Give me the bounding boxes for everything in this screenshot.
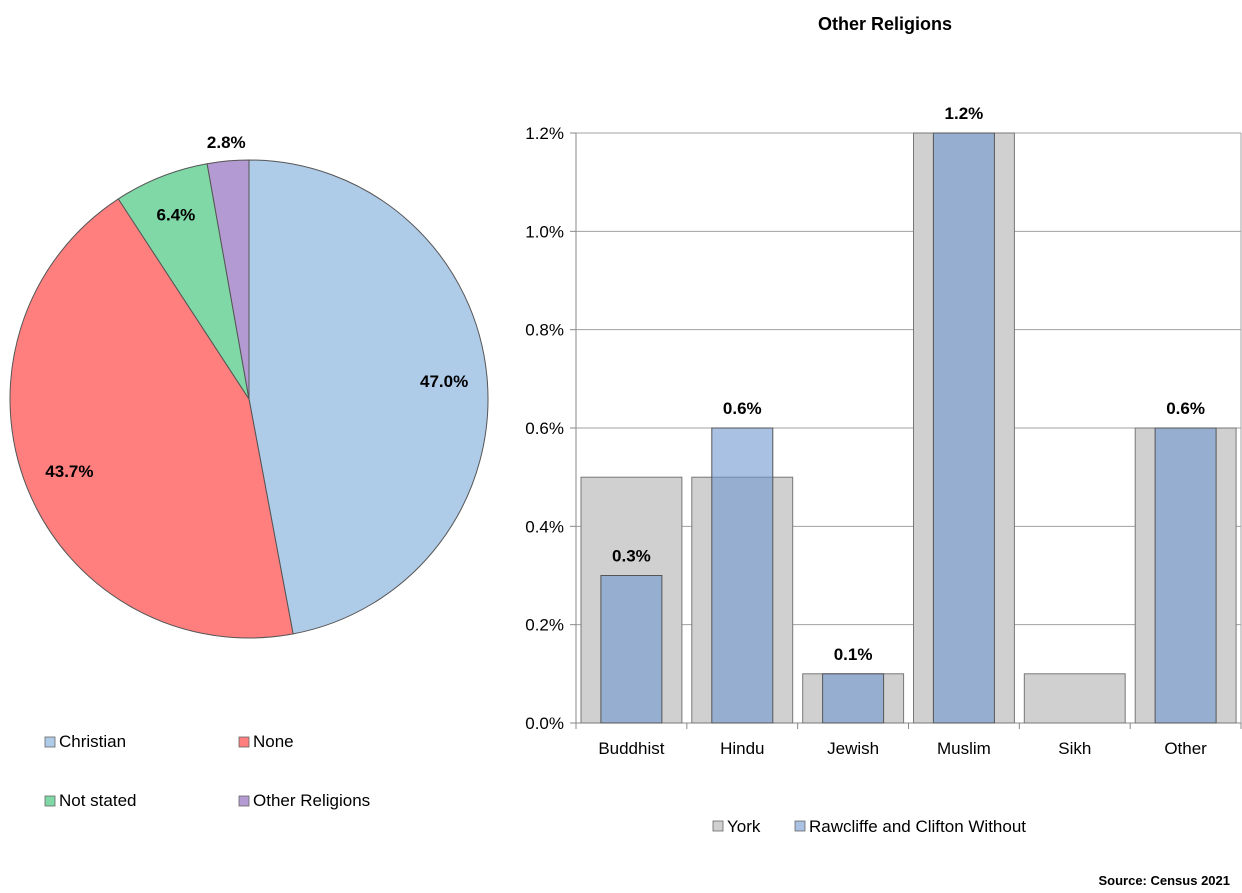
x-tick-label-other: Other (1164, 739, 1207, 758)
legend-swatch-york (712, 820, 724, 832)
legend-label-york: York (727, 817, 761, 836)
legend-label-rawcliffe-and-clifton-without: Rawcliffe and Clifton Without (809, 817, 1026, 836)
y-tick-label-4: 0.8% (525, 321, 564, 340)
bar-rawcliffe-hindu (711, 427, 774, 724)
pie-label-christian: 47.0% (420, 372, 468, 391)
data-label-buddhist: 0.3% (612, 547, 651, 566)
y-tick-label-6: 1.2% (525, 124, 564, 143)
legend-label-none: None (253, 732, 294, 751)
bar-rawcliffe-jewish (822, 673, 885, 724)
bar-chart: 0.0% 0.2% 0.4% 0.6% 0.8% 1.0% 1.2% 0.3% Buddhist… (525, 104, 1242, 758)
legend-swatch-rawcliffe-and-clifton-without (794, 820, 806, 832)
bar-rawcliffe-muslim (932, 132, 995, 724)
pie-legend: Christian None Not stated Other Religions (44, 732, 370, 810)
legend-label-christian: Christian (59, 732, 126, 751)
bar-rawcliffe-buddhist (600, 575, 663, 724)
data-label-hindu: 0.6% (723, 399, 762, 418)
bar-chart-title: Other Religions (818, 14, 952, 34)
data-label-other: 0.6% (1166, 399, 1205, 418)
pie-chart: 47.0% 43.7% 6.4% 2.8% (9, 133, 489, 639)
x-tick-label-jewish: Jewish (827, 739, 879, 758)
pie-label-other-religions: 2.8% (207, 133, 246, 152)
x-tick-label-sikh: Sikh (1058, 739, 1091, 758)
pie-label-not-stated: 6.4% (157, 206, 196, 225)
bar-rawcliffe-other (1154, 427, 1217, 724)
y-tick-label-5: 1.0% (525, 222, 564, 241)
legend-swatch-none (238, 736, 250, 748)
legend-swatch-not-stated (44, 795, 56, 807)
bar-york-sikh (1023, 673, 1126, 724)
data-label-jewish: 0.1% (834, 645, 873, 664)
data-label-muslim: 1.2% (945, 104, 984, 123)
legend-swatch-other-religions (238, 795, 250, 807)
y-tick-label-3: 0.6% (525, 419, 564, 438)
legend-label-other-religions: Other Religions (253, 791, 370, 810)
pie-slice-none (9, 198, 294, 639)
legend-label-not-stated: Not stated (59, 791, 137, 810)
pie-slice-other-religions (206, 159, 250, 400)
y-tick-label-0: 0.0% (525, 714, 564, 733)
y-tick-label-1: 0.2% (525, 616, 564, 635)
x-tick-label-hindu: Hindu (720, 739, 764, 758)
x-tick-label-muslim: Muslim (937, 739, 991, 758)
bar-legend: York Rawcliffe and Clifton Without (712, 817, 1026, 836)
y-tick-label-2: 0.4% (525, 517, 564, 536)
legend-swatch-christian (44, 736, 56, 748)
pie-label-none: 43.7% (45, 462, 93, 481)
source-note: Source: Census 2021 (1098, 873, 1230, 888)
x-tick-label-buddhist: Buddhist (598, 739, 664, 758)
pie-slice-christian (248, 159, 489, 635)
